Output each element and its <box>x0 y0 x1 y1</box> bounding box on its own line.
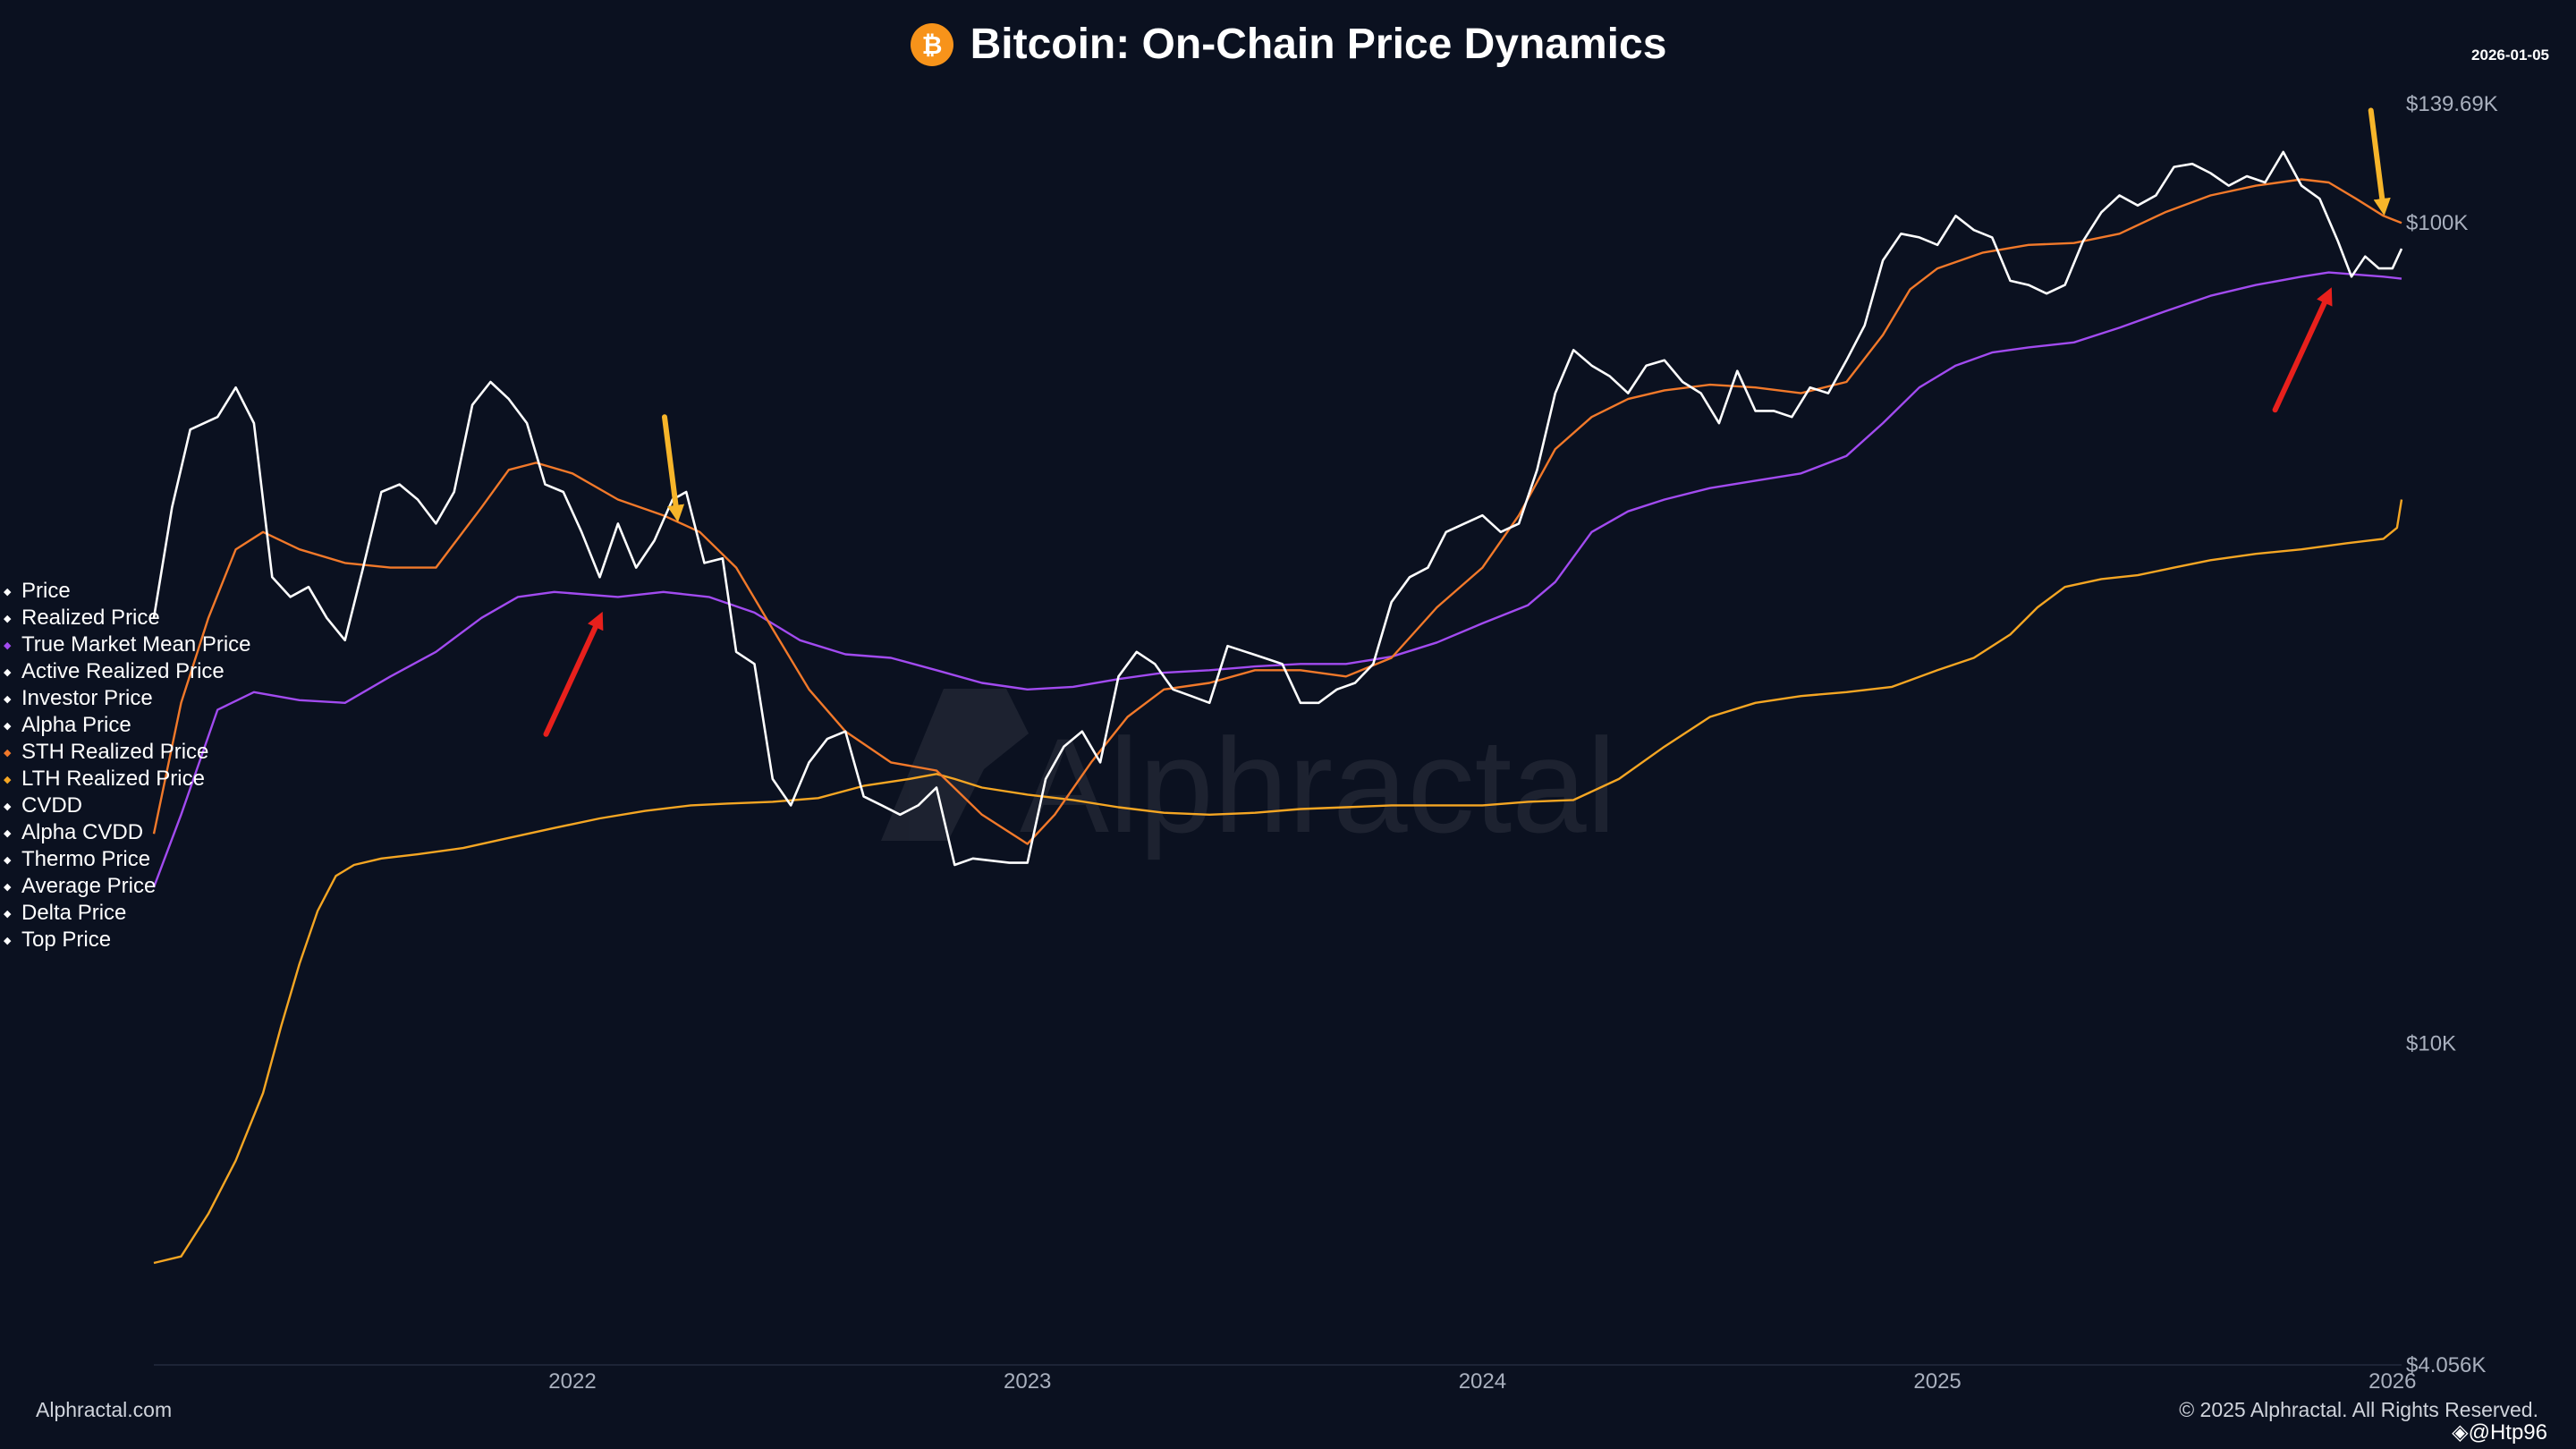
legend-item[interactable]: ◆ Delta Price <box>4 900 251 927</box>
x-tick-label: 2024 <box>1459 1369 1506 1394</box>
legend-marker-icon: ◆ <box>4 720 12 732</box>
legend-item[interactable]: ◆ STH Realized Price <box>4 739 251 766</box>
legend-item[interactable]: ◆ Price <box>4 578 251 605</box>
legend-item[interactable]: ◆ Thermo Price <box>4 846 251 873</box>
legend-label: Investor Price <box>21 686 153 710</box>
legend-marker-icon: ◆ <box>4 908 12 919</box>
legend-marker-icon: ◆ <box>4 747 12 758</box>
legend-marker-icon: ◆ <box>4 881 12 893</box>
red-arrow-annotation <box>543 611 604 737</box>
legend-item[interactable]: ◆ CVDD <box>4 792 251 819</box>
chart-title: Bitcoin: On-Chain Price Dynamics <box>970 21 1667 68</box>
yellow-arrow-annotation <box>2368 107 2391 216</box>
series-line-lth-realized-price <box>153 499 2403 1265</box>
legend-marker-icon: ◆ <box>4 827 12 839</box>
legend-label: Top Price <box>21 928 112 952</box>
legend-label: True Market Mean Price <box>21 632 251 657</box>
legend-item[interactable]: ◆ LTH Realized Price <box>4 766 251 792</box>
legend-label: STH Realized Price <box>21 740 209 764</box>
annotation-layer <box>543 107 2391 737</box>
series-line-price <box>152 150 2403 867</box>
legend-item[interactable]: ◆ Alpha Price <box>4 712 251 739</box>
legend-marker-icon: ◆ <box>4 666 12 678</box>
y-tick-label: $100K <box>2406 211 2468 235</box>
legend-label: Delta Price <box>21 901 127 925</box>
legend-label: Realized Price <box>21 606 160 630</box>
legend-label: Alpha Price <box>21 713 131 737</box>
legend-label: Price <box>21 579 71 603</box>
red-arrow-annotation <box>2272 287 2333 413</box>
legend-label: Alpha CVDD <box>21 820 144 844</box>
footer-source-link[interactable]: Alphractal.com <box>36 1398 173 1421</box>
legend-marker-icon: ◆ <box>4 640 12 651</box>
x-tick-label: 2025 <box>1913 1369 1961 1394</box>
author-handle-text: @Htp96 <box>2468 1420 2547 1445</box>
legend-marker-icon: ◆ <box>4 935 12 946</box>
y-tick-label: $4.056K <box>2406 1353 2486 1377</box>
legend-item[interactable]: ◆ Average Price <box>4 873 251 900</box>
legend-marker-icon: ◆ <box>4 854 12 866</box>
legend-item[interactable]: ◆ True Market Mean Price <box>4 631 251 658</box>
legend-item[interactable]: ◆ Alpha CVDD <box>4 819 251 846</box>
legend: ◆ Price ◆ Realized Price ◆ True Market Mean P… <box>4 578 251 953</box>
series-line-sth-realized-price <box>152 178 2402 845</box>
footer-copyright: © 2025 Alphractal. All Rights Reserved. <box>2179 1398 2538 1421</box>
legend-item[interactable]: ◆ Investor Price <box>4 685 251 712</box>
legend-label: LTH Realized Price <box>21 767 205 791</box>
legend-label: Average Price <box>21 874 157 898</box>
series-layer <box>152 150 2403 1265</box>
binance-icon: ◈ <box>2452 1420 2469 1445</box>
legend-item[interactable]: ◆ Active Realized Price <box>4 658 251 685</box>
y-axis: $139.69K $100K $10K $4.056K <box>2406 92 2498 1377</box>
series-line-true-market-mean-price <box>152 271 2402 888</box>
svg-text:₿: ₿ <box>921 31 942 59</box>
watermark-logo <box>881 689 1029 841</box>
legend-marker-icon: ◆ <box>4 801 12 812</box>
bitcoin-icon: ₿ <box>910 22 953 66</box>
watermark-text: Alphractal <box>1020 710 1616 860</box>
x-tick-label: 2023 <box>1004 1369 1051 1394</box>
y-tick-label: $139.69K <box>2406 92 2498 116</box>
legend-marker-icon: ◆ <box>4 693 12 705</box>
chart-header: ₿ Bitcoin: On-Chain Price Dynamics <box>0 20 2576 69</box>
legend-marker-icon: ◆ <box>4 613 12 624</box>
legend-label: Thermo Price <box>21 847 151 871</box>
legend-item[interactable]: ◆ Top Price <box>4 927 251 953</box>
x-axis: 2022 2023 2024 2025 2026 <box>154 1364 2416 1394</box>
x-tick-label: 2026 <box>2368 1369 2416 1394</box>
yellow-arrow-annotation <box>662 414 685 522</box>
legend-marker-icon: ◆ <box>4 586 12 597</box>
legend-label: CVDD <box>21 793 83 818</box>
y-tick-label: $10K <box>2406 1032 2456 1056</box>
legend-label: Active Realized Price <box>21 659 225 683</box>
legend-marker-icon: ◆ <box>4 774 12 785</box>
author-handle: ◈@Htp96 <box>2452 1419 2547 1445</box>
legend-item[interactable]: ◆ Realized Price <box>4 605 251 631</box>
x-tick-label: 2022 <box>548 1369 596 1394</box>
watermark: Alphractal <box>881 689 1616 860</box>
date-label: 2026-01-05 <box>2471 47 2549 64</box>
